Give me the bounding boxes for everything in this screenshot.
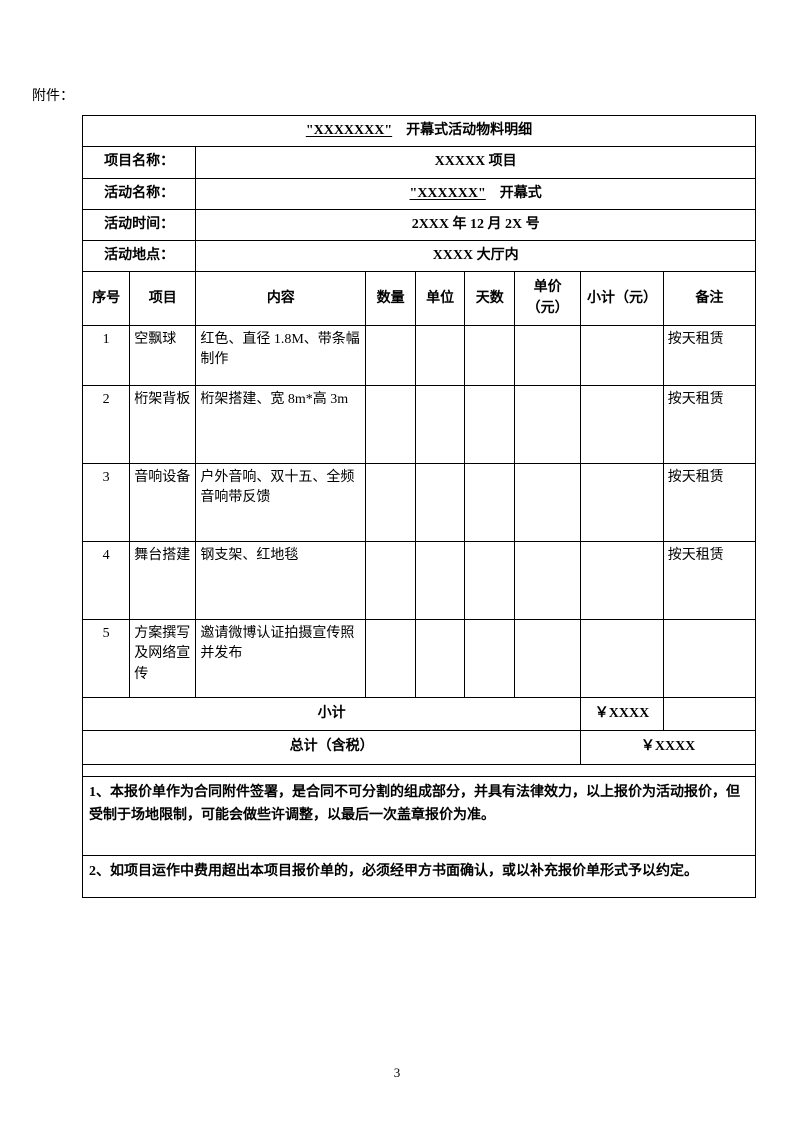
- project-name-label: 项目名称：: [83, 147, 196, 178]
- table-row: 5 方案撰写及网络宣传 邀请微博认证拍摄宣传照并发布: [83, 620, 756, 698]
- cell-remark: [663, 620, 755, 698]
- cell-content: 户外音响、双十五、全频音响带反馈: [196, 464, 366, 542]
- cell-item: 桁架背板: [130, 386, 196, 464]
- project-name-row: 项目名称： XXXXX 项目: [83, 147, 756, 178]
- cell-seq: 5: [83, 620, 130, 698]
- cell-unit-price: [515, 386, 581, 464]
- table-row: 2 桁架背板 桁架搭建、宽 8m*高 3m 按天租赁: [83, 386, 756, 464]
- subtotal-label: 小计: [83, 698, 581, 731]
- cell-seq: 2: [83, 386, 130, 464]
- col-remark: 备注: [663, 272, 755, 326]
- table-row: 4 舞台搭建 钢支架、红地毯 按天租赁: [83, 542, 756, 620]
- note-row-2: 2、如项目运作中费用超出本项目报价单的，必须经甲方书面确认，或以补充报价单形式予…: [83, 855, 756, 897]
- event-name-label: 活动名称：: [83, 178, 196, 209]
- project-name-value: XXXXX 项目: [196, 147, 756, 178]
- cell-subtotal: [581, 326, 664, 386]
- cell-unit: [415, 386, 465, 464]
- event-place-row: 活动地点： XXXX 大厅内: [83, 241, 756, 272]
- cell-remark: 按天租赁: [663, 326, 755, 386]
- title-suffix: 开幕式活动物料明细: [406, 123, 532, 138]
- cell-subtotal: [581, 542, 664, 620]
- total-value: ￥XXXX: [581, 731, 756, 764]
- cell-unit: [415, 326, 465, 386]
- cell-days: [465, 542, 515, 620]
- cell-item: 音响设备: [130, 464, 196, 542]
- table-row: 1 空飘球 红色、直径 1.8M、带条幅制作 按天租赁: [83, 326, 756, 386]
- cell-unit: [415, 620, 465, 698]
- column-header-row: 序号 项目 内容 数量 单位 天数 单价（元） 小计（元） 备注: [83, 272, 756, 326]
- event-time-label: 活动时间：: [83, 209, 196, 240]
- note-2: 2、如项目运作中费用超出本项目报价单的，必须经甲方书面确认，或以补充报价单形式予…: [83, 855, 756, 897]
- total-row: 总计（含税） ￥XXXX: [83, 731, 756, 764]
- col-seq: 序号: [83, 272, 130, 326]
- cell-content: 红色、直径 1.8M、带条幅制作: [196, 326, 366, 386]
- cell-qty: [366, 542, 416, 620]
- note-1: 1、本报价单作为合同附件签署，是合同不可分割的组成部分，并具有法律效力，以上报价…: [83, 776, 756, 855]
- cell-item: 舞台搭建: [130, 542, 196, 620]
- col-days: 天数: [465, 272, 515, 326]
- cell-item: 方案撰写及网络宣传: [130, 620, 196, 698]
- cell-unit-price: [515, 542, 581, 620]
- total-label: 总计（含税）: [83, 731, 581, 764]
- cell-remark: 按天租赁: [663, 386, 755, 464]
- note-row-1: 1、本报价单作为合同附件签署，是合同不可分割的组成部分，并具有法律效力，以上报价…: [83, 776, 756, 855]
- col-item: 项目: [130, 272, 196, 326]
- cell-content: 钢支架、红地毯: [196, 542, 366, 620]
- cell-qty: [366, 464, 416, 542]
- table-row: 3 音响设备 户外音响、双十五、全频音响带反馈 按天租赁: [83, 464, 756, 542]
- cell-unit-price: [515, 620, 581, 698]
- page-number-text: 3: [394, 1065, 401, 1080]
- cell-remark: 按天租赁: [663, 464, 755, 542]
- cell-days: [465, 326, 515, 386]
- cell-content: 邀请微博认证拍摄宣传照并发布: [196, 620, 366, 698]
- page-number: 3: [0, 1065, 794, 1081]
- cell-subtotal: [581, 464, 664, 542]
- subtotal-value: ￥XXXX: [581, 698, 664, 731]
- cell-days: [465, 386, 515, 464]
- col-unit-price: 单价（元）: [515, 272, 581, 326]
- cell-unit: [415, 464, 465, 542]
- cell-item: 空飘球: [130, 326, 196, 386]
- cell-days: [465, 464, 515, 542]
- cell-seq: 1: [83, 326, 130, 386]
- col-content: 内容: [196, 272, 366, 326]
- title-prefix: "XXXXXXX": [306, 123, 392, 138]
- cell-unit: [415, 542, 465, 620]
- event-name-value: "XXXXXX" 开幕式: [196, 178, 756, 209]
- col-unit: 单位: [415, 272, 465, 326]
- cell-remark: 按天租赁: [663, 542, 755, 620]
- event-name-suffix: 开幕式: [500, 186, 542, 201]
- cell-seq: 4: [83, 542, 130, 620]
- event-time-row: 活动时间： 2XXX 年 12 月 2X 号: [83, 209, 756, 240]
- subtotal-row: 小计 ￥XXXX: [83, 698, 756, 731]
- cell-content: 桁架搭建、宽 8m*高 3m: [196, 386, 366, 464]
- table-title: "XXXXXXX" 开幕式活动物料明细: [83, 116, 756, 147]
- cell-unit-price: [515, 326, 581, 386]
- event-time-value: 2XXX 年 12 月 2X 号: [196, 209, 756, 240]
- cell-seq: 3: [83, 464, 130, 542]
- attachment-label: 附件：: [32, 85, 762, 105]
- table-title-row: "XXXXXXX" 开幕式活动物料明细: [83, 116, 756, 147]
- spacer-row: [83, 764, 756, 776]
- cell-qty: [366, 326, 416, 386]
- event-name-prefix: "XXXXXX": [410, 186, 486, 201]
- cell-qty: [366, 620, 416, 698]
- event-name-row: 活动名称： "XXXXXX" 开幕式: [83, 178, 756, 209]
- col-subtotal: 小计（元）: [581, 272, 664, 326]
- subtotal-remark: [663, 698, 755, 731]
- cell-unit-price: [515, 464, 581, 542]
- cell-qty: [366, 386, 416, 464]
- event-place-label: 活动地点：: [83, 241, 196, 272]
- cell-days: [465, 620, 515, 698]
- event-place-value: XXXX 大厅内: [196, 241, 756, 272]
- cell-subtotal: [581, 386, 664, 464]
- attachment-label-text: 附件：: [32, 89, 74, 104]
- materials-table: "XXXXXXX" 开幕式活动物料明细 项目名称： XXXXX 项目 活动名称：…: [82, 115, 756, 898]
- cell-subtotal: [581, 620, 664, 698]
- col-qty: 数量: [366, 272, 416, 326]
